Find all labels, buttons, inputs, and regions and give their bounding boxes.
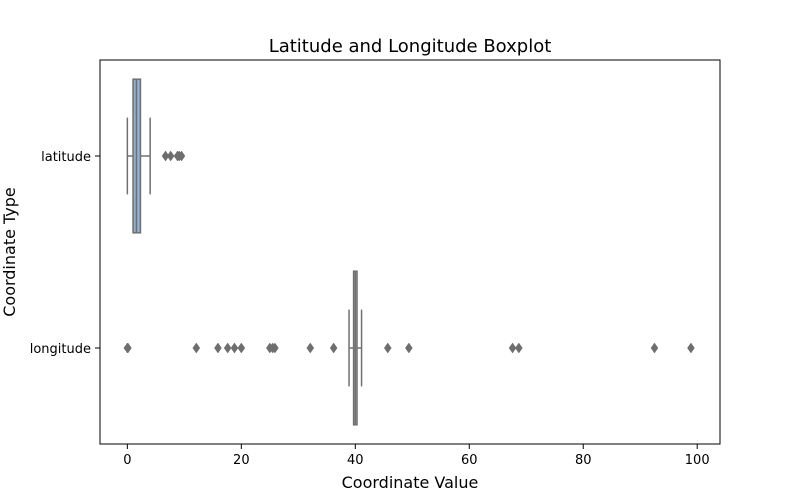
- x-axis-ticks: 0 20 40 60 80 100: [123, 444, 710, 468]
- x-tick-label: 100: [685, 453, 710, 468]
- x-tick-label: 0: [123, 453, 131, 468]
- outlier-point-longitude: [214, 342, 222, 354]
- outlier-point-latitude: [177, 150, 186, 162]
- y-tick-label-latitude: latitude: [41, 150, 91, 165]
- x-tick-label: 20: [233, 453, 250, 468]
- outlier-point-longitude: [508, 342, 517, 354]
- outlier-point-longitude: [383, 342, 392, 354]
- y-tick-label-longitude: longitude: [30, 342, 91, 357]
- plot-area: [123, 78, 695, 426]
- y-axis-label: Coordinate Type: [0, 187, 19, 317]
- x-tick-label: 60: [461, 453, 478, 468]
- outlier-point-latitude: [161, 150, 170, 162]
- outlier-point-longitude: [271, 342, 279, 354]
- outlier-point-longitude: [124, 342, 132, 354]
- plot-frame: [99, 59, 721, 445]
- outlier-point-longitude: [687, 342, 695, 354]
- box-group-latitude: [126, 78, 186, 234]
- outlier-point-longitude: [237, 342, 246, 354]
- outlier-point-longitude: [192, 342, 201, 354]
- x-tick-label: 80: [575, 453, 592, 468]
- outlier-point-latitude: [166, 150, 175, 162]
- outlier-point-longitude: [650, 342, 659, 354]
- chart-title: Latitude and Longitude Boxplot: [269, 36, 552, 57]
- box-group-longitude: [123, 270, 695, 426]
- x-axis-label: Coordinate Value: [342, 473, 479, 492]
- outlier-point-longitude: [515, 342, 523, 354]
- outlier-point-longitude: [329, 342, 338, 354]
- outlier-point-longitude: [230, 342, 239, 354]
- y-axis-ticks: latitude longitude: [30, 150, 100, 357]
- outlier-point-longitude: [405, 342, 413, 354]
- outlier-point-longitude: [306, 342, 315, 354]
- x-tick-label: 40: [347, 453, 364, 468]
- outlier-point-longitude: [223, 342, 232, 354]
